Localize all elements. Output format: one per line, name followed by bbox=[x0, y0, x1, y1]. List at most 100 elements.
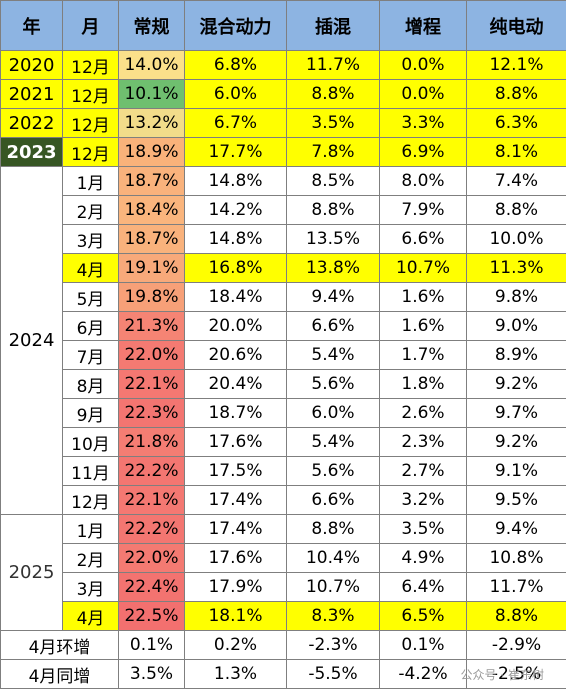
hybrid-cell: 6.7% bbox=[184, 108, 287, 138]
erev-cell: 7.9% bbox=[379, 195, 467, 225]
month-cell: 6月 bbox=[62, 311, 119, 341]
summary-value: -2.9% bbox=[466, 630, 566, 660]
bev-cell: 8.8% bbox=[466, 79, 566, 109]
summary-value: -4.2% bbox=[379, 659, 467, 689]
bev-cell: 11.7% bbox=[466, 572, 566, 602]
header-conventional: 常规 bbox=[118, 0, 185, 51]
month-cell: 4月 bbox=[62, 601, 119, 631]
conventional-cell: 19.8% bbox=[118, 282, 185, 312]
header-month: 月 bbox=[62, 0, 119, 51]
erev-cell: 8.0% bbox=[379, 166, 467, 196]
bev-cell: 9.0% bbox=[466, 311, 566, 341]
conventional-cell: 18.9% bbox=[118, 137, 185, 167]
hybrid-cell: 17.4% bbox=[184, 485, 287, 515]
hybrid-cell: 17.5% bbox=[184, 456, 287, 486]
conventional-cell: 13.2% bbox=[118, 108, 185, 138]
erev-cell: 1.8% bbox=[379, 369, 467, 399]
table-row: 7月 22.0% 20.6% 5.4% 1.7% 8.9% bbox=[1, 340, 566, 370]
bev-cell: 8.9% bbox=[466, 340, 566, 370]
summary-row: 4月同增 3.5% 1.3% -5.5% -4.2% -2.5% bbox=[0, 659, 566, 689]
conventional-cell: 22.5% bbox=[118, 601, 185, 631]
summary-value: 0.1% bbox=[118, 630, 185, 660]
erev-cell: 1.6% bbox=[379, 282, 467, 312]
header-hybrid: 混合动力 bbox=[184, 0, 287, 51]
hybrid-cell: 18.7% bbox=[184, 398, 287, 428]
bev-cell: 10.0% bbox=[466, 224, 566, 254]
header-row: 年 月 常规 混合动力 插混 增程 纯电动 bbox=[0, 0, 566, 51]
erev-cell: 0.0% bbox=[379, 50, 467, 80]
conventional-cell: 14.0% bbox=[118, 50, 185, 80]
phev-cell: 8.8% bbox=[286, 79, 380, 109]
month-cell: 8月 bbox=[62, 369, 119, 399]
conventional-cell: 22.1% bbox=[118, 485, 185, 515]
phev-cell: 6.0% bbox=[286, 398, 380, 428]
table-row: 2021 12月 10.1% 6.0% 8.8% 0.0% 8.8% bbox=[0, 79, 566, 109]
month-cell: 9月 bbox=[62, 398, 119, 428]
year-cell: 2020 bbox=[0, 50, 63, 80]
bev-cell: 8.8% bbox=[466, 195, 566, 225]
erev-cell: 10.7% bbox=[379, 253, 467, 283]
table-body: 2020 12月 14.0% 6.8% 11.7% 0.0% 12.1% 2021 12月 10.… bbox=[0, 50, 566, 631]
table-row: 5月 19.8% 18.4% 9.4% 1.6% 9.8% bbox=[1, 282, 566, 312]
summary-value: -2.5% bbox=[466, 659, 566, 689]
phev-cell: 8.5% bbox=[286, 166, 380, 196]
month-cell: 1月 bbox=[62, 166, 119, 196]
table-row: 2月 18.4% 14.2% 8.8% 7.9% 8.8% bbox=[1, 195, 566, 225]
table-row: 4月 22.5% 18.1% 8.3% 6.5% 8.8% bbox=[1, 601, 566, 631]
year-cell: 2022 bbox=[0, 108, 63, 138]
bev-cell: 9.7% bbox=[466, 398, 566, 428]
hybrid-cell: 20.4% bbox=[184, 369, 287, 399]
hybrid-cell: 6.8% bbox=[184, 50, 287, 80]
summary-row: 4月环增 0.1% 0.2% -2.3% 0.1% -2.9% bbox=[0, 630, 566, 660]
table-row: 12月 22.1% 17.4% 6.6% 3.2% 9.5% bbox=[1, 485, 566, 515]
table-row: 3月 22.4% 17.9% 10.7% 6.4% 11.7% bbox=[1, 572, 566, 602]
conventional-cell: 22.2% bbox=[118, 514, 185, 544]
conventional-cell: 19.1% bbox=[118, 253, 185, 283]
year-cell: 2025 bbox=[0, 514, 63, 631]
phev-cell: 9.4% bbox=[286, 282, 380, 312]
watermark: 公众号 · 崔东树 bbox=[460, 668, 544, 682]
hybrid-cell: 14.8% bbox=[184, 224, 287, 254]
conventional-cell: 21.3% bbox=[118, 311, 185, 341]
phev-cell: 5.4% bbox=[286, 427, 380, 457]
bev-cell: 8.1% bbox=[466, 137, 566, 167]
erev-cell: 6.6% bbox=[379, 224, 467, 254]
summary-label: 4月同增 bbox=[0, 659, 119, 689]
erev-cell: 2.3% bbox=[379, 427, 467, 457]
month-cell: 12月 bbox=[62, 50, 119, 80]
month-cell: 12月 bbox=[62, 79, 119, 109]
hybrid-cell: 17.7% bbox=[184, 137, 287, 167]
erev-cell: 6.4% bbox=[379, 572, 467, 602]
table-row: 2月 22.0% 17.6% 10.4% 4.9% 10.8% bbox=[1, 543, 566, 573]
phev-cell: 10.4% bbox=[286, 543, 380, 573]
month-cell: 2月 bbox=[62, 195, 119, 225]
month-cell: 12月 bbox=[62, 485, 119, 515]
phev-cell: 6.6% bbox=[286, 485, 380, 515]
month-cell: 11月 bbox=[62, 456, 119, 486]
table-row: 9月 22.3% 18.7% 6.0% 2.6% 9.7% bbox=[1, 398, 566, 428]
hybrid-cell: 18.4% bbox=[184, 282, 287, 312]
month-cell: 3月 bbox=[62, 572, 119, 602]
conventional-cell: 22.0% bbox=[118, 340, 185, 370]
hybrid-cell: 20.0% bbox=[184, 311, 287, 341]
year-cell: 2024 bbox=[0, 166, 63, 515]
table-row: 8月 22.1% 20.4% 5.6% 1.8% 9.2% bbox=[1, 369, 566, 399]
conventional-cell: 22.0% bbox=[118, 543, 185, 573]
conventional-cell: 18.7% bbox=[118, 166, 185, 196]
bev-cell: 9.1% bbox=[466, 456, 566, 486]
header-erev: 增程 bbox=[379, 0, 467, 51]
bev-cell: 9.5% bbox=[466, 485, 566, 515]
table-row: 2022 12月 13.2% 6.7% 3.5% 3.3% 6.3% bbox=[0, 108, 566, 138]
month-cell: 1月 bbox=[62, 514, 119, 544]
phev-cell: 13.5% bbox=[286, 224, 380, 254]
bev-cell: 9.2% bbox=[466, 427, 566, 457]
phev-cell: 6.6% bbox=[286, 311, 380, 341]
conventional-cell: 10.1% bbox=[118, 79, 185, 109]
bev-cell: 7.4% bbox=[466, 166, 566, 196]
hybrid-cell: 17.6% bbox=[184, 543, 287, 573]
hybrid-cell: 17.6% bbox=[184, 427, 287, 457]
erev-cell: 2.7% bbox=[379, 456, 467, 486]
phev-cell: 8.8% bbox=[286, 514, 380, 544]
table-row: 2025 1月 22.2% 17.4% 8.8% 3.5% 9.4% bbox=[0, 514, 566, 631]
